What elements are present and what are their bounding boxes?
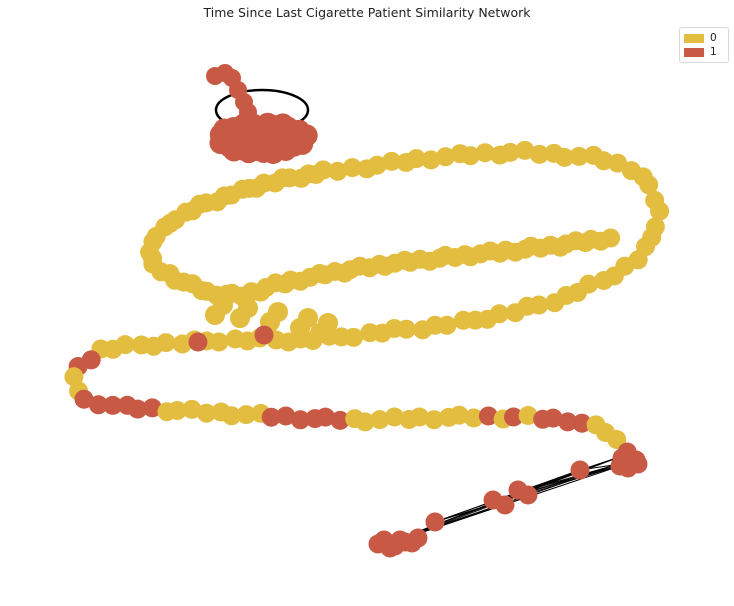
node-class-0 [197,403,216,423]
node-class-0 [650,201,670,221]
node-class-1 [271,113,294,136]
node-class-0 [475,143,495,163]
node-class-1 [276,406,296,426]
node-class-1 [188,332,208,352]
node-class-1 [142,398,162,418]
node-class-0 [268,302,288,322]
node-class-1 [261,407,281,427]
node-class-0 [328,161,348,181]
node-class-1 [295,124,318,147]
node-class-0 [382,151,402,171]
node-class-0 [529,144,549,164]
node-class-1 [222,139,245,162]
node-class-0 [238,298,258,318]
node-class-1 [315,407,335,427]
node-class-0 [639,175,659,195]
node-class-1 [425,512,445,532]
node-class-1 [74,389,94,409]
node-class-0 [360,323,380,343]
node-class-0 [453,310,473,330]
node-class-0 [131,335,151,355]
node-class-0 [213,295,233,315]
node-class-0 [601,228,621,248]
node-class-1 [243,115,261,133]
node-class-0 [554,147,574,167]
legend-swatch-0 [684,33,704,43]
node-class-0 [367,155,387,175]
chart-title: Time Since Last Cigarette Patient Simila… [203,5,531,20]
node-class-1 [610,456,630,476]
node-class-0 [505,303,525,323]
node-class-0 [413,320,433,340]
node-class-0 [607,430,627,449]
node-class-1 [103,395,123,415]
node-class-1 [495,495,515,515]
legend-label-1: 1 [710,46,717,58]
node-class-0 [370,410,390,430]
node-class-1 [558,412,578,432]
node-class-0 [167,401,187,420]
node-class-1 [395,532,415,552]
legend-item-0: 0 [684,32,717,44]
legend-item-1: 1 [684,46,717,58]
node-class-0 [594,271,614,290]
node-layer [64,64,670,558]
node-class-1 [478,406,498,426]
node-class-1 [626,450,646,470]
node-class-0 [410,407,429,427]
node-class-1 [504,407,523,427]
node-class-1 [543,408,563,428]
node-class-0 [384,407,404,427]
node-class-0 [436,147,455,167]
node-class-0 [318,313,338,333]
node-class-1 [254,325,274,345]
node-class-0 [236,405,256,425]
node-class-0 [172,334,192,354]
node-class-0 [355,412,375,432]
node-class-1 [572,413,592,433]
node-class-0 [464,408,484,428]
node-class-0 [225,329,245,349]
legend-swatch-1 [684,47,704,57]
node-class-0 [569,146,589,166]
node-class-1 [570,460,590,480]
node-class-0 [500,142,520,162]
node-class-0 [222,406,242,426]
node-class-1 [213,118,236,141]
node-class-0 [545,293,565,313]
node-class-0 [518,406,538,425]
legend-label-0: 0 [710,32,717,44]
legend: 0 1 [679,27,729,63]
node-class-0 [182,399,202,419]
node-class-0 [342,158,362,178]
node-class-0 [449,405,469,425]
node-class-0 [424,410,444,430]
node-class-0 [461,146,480,166]
node-class-0 [298,308,318,328]
node-class-0 [515,140,535,160]
node-class-0 [421,150,441,170]
node-class-1 [330,410,350,430]
node-class-1 [262,142,285,164]
node-class-1 [518,485,538,505]
node-class-1 [88,395,108,415]
edge-layer [70,79,660,547]
node-class-1 [128,399,148,419]
node-class-0 [406,149,426,169]
node-class-1 [290,410,310,430]
